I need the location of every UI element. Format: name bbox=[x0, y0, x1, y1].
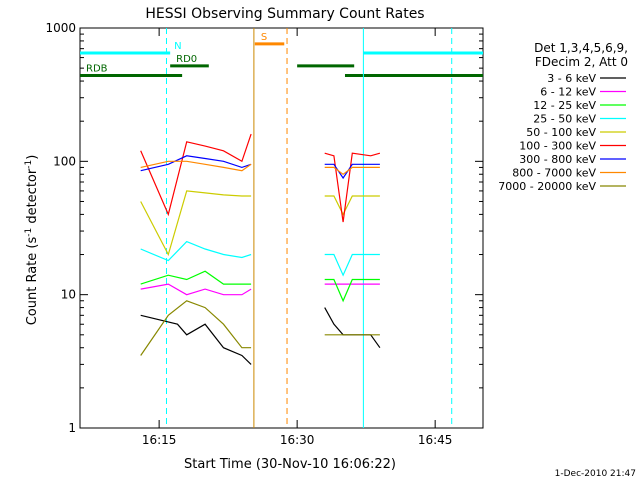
flag-label: RD0 bbox=[176, 54, 197, 65]
flag-label: N bbox=[174, 41, 181, 52]
series-line bbox=[140, 133, 252, 217]
flag-bars: N RD0 RDB S bbox=[80, 32, 483, 78]
x-axis-ticks: 16:15 16:30 16:45 bbox=[142, 28, 453, 447]
series-lines bbox=[140, 133, 381, 365]
series-line bbox=[140, 283, 252, 296]
footer-timestamp: 1-Dec-2010 21:47 bbox=[555, 469, 636, 479]
series-line bbox=[324, 166, 380, 176]
legend-entry-label: 25 - 50 keV bbox=[533, 113, 596, 126]
series-line bbox=[140, 190, 252, 257]
legend-header-2: FDecim 2, Att 0 bbox=[535, 55, 628, 69]
series-line bbox=[324, 253, 380, 277]
legend-entry-label: 12 - 25 keV bbox=[533, 99, 596, 112]
plot-frame bbox=[79, 27, 484, 429]
series-line bbox=[324, 163, 380, 180]
series-line bbox=[140, 155, 252, 172]
x-tick-label: 16:15 bbox=[142, 433, 177, 447]
series-line bbox=[140, 300, 252, 356]
y-tick-label: 1 bbox=[68, 421, 76, 435]
legend-entry-label: 3 - 6 keV bbox=[547, 72, 596, 85]
y-axis-label: Count Rate (s-1 detector-1) bbox=[24, 155, 40, 326]
y-tick-label: 1000 bbox=[45, 21, 76, 35]
legend-entry-label: 300 - 800 keV bbox=[519, 153, 596, 166]
series-line bbox=[324, 278, 380, 303]
legend-entry-label: 7000 - 20000 keV bbox=[498, 180, 596, 193]
series-line bbox=[140, 240, 252, 262]
series-line bbox=[140, 270, 252, 285]
chart-title: HESSI Observing Summary Count Rates bbox=[145, 6, 424, 22]
legend-entry-label: 100 - 300 keV bbox=[519, 140, 596, 153]
x-tick-label: 16:45 bbox=[418, 433, 453, 447]
y-tick-label: 100 bbox=[53, 154, 76, 168]
series-line bbox=[324, 307, 381, 349]
y-axis-ticks: 1 10 100 1000 bbox=[45, 21, 483, 435]
x-tick-label: 16:30 bbox=[280, 433, 315, 447]
x-axis-label: Start Time (30-Nov-10 16:06:22) bbox=[184, 457, 396, 472]
flag-label: RDB bbox=[86, 64, 108, 75]
legend: Det 1,3,4,5,6,9, FDecim 2, Att 0 3 - 6 k… bbox=[498, 41, 628, 193]
series-line bbox=[140, 160, 252, 172]
legend-header-1: Det 1,3,4,5,6,9, bbox=[534, 41, 628, 55]
series-line bbox=[324, 152, 381, 223]
plot-area bbox=[79, 27, 484, 429]
flag-label: S bbox=[261, 32, 267, 43]
legend-entry-label: 50 - 100 keV bbox=[526, 126, 596, 139]
legend-entry-label: 6 - 12 keV bbox=[540, 86, 596, 99]
y-tick-label: 10 bbox=[61, 288, 76, 302]
interval-markers bbox=[165, 28, 453, 428]
series-line bbox=[140, 314, 252, 365]
legend-entry-label: 800 - 7000 keV bbox=[512, 167, 596, 180]
series-line bbox=[324, 195, 380, 216]
